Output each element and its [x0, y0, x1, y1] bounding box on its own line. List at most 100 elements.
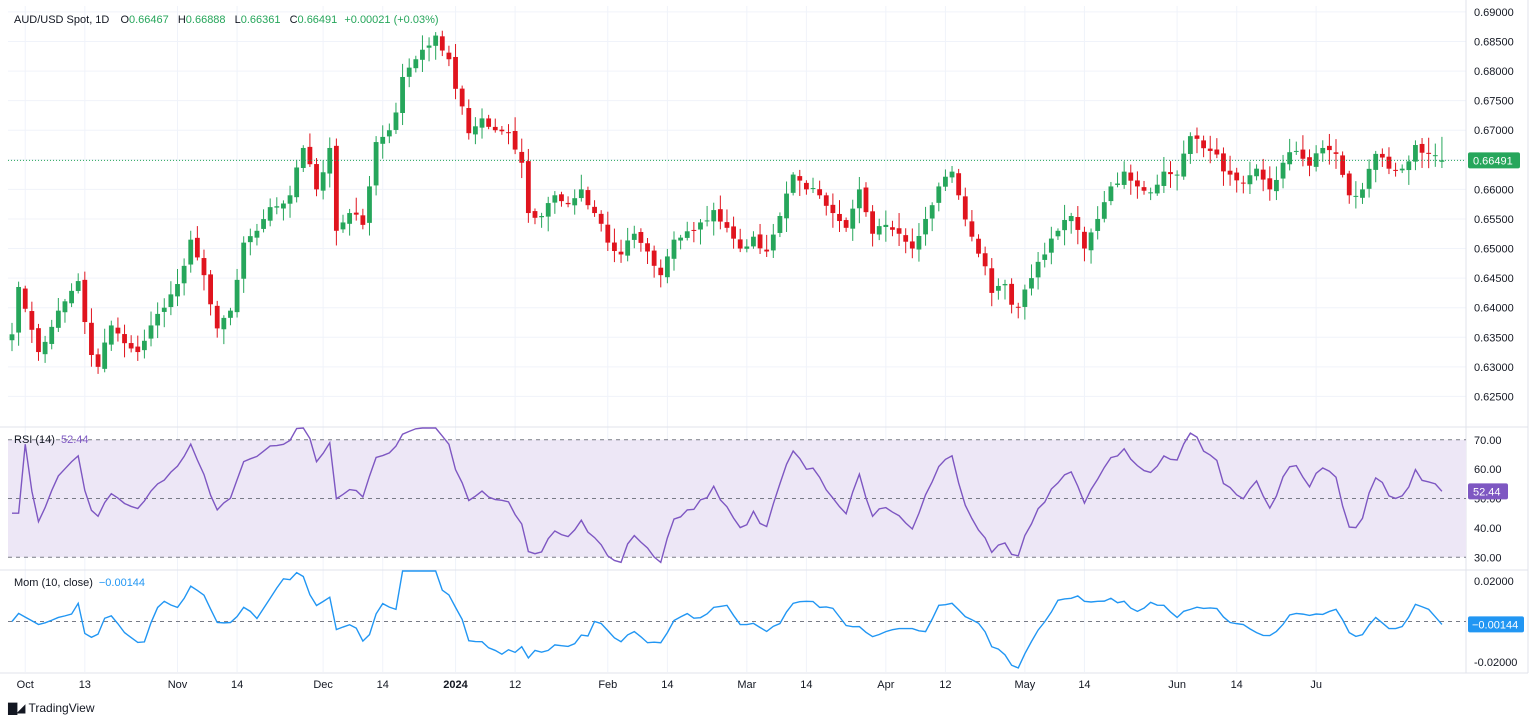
- time-tick-label: Jun: [1168, 679, 1186, 691]
- candle-body: [1029, 278, 1034, 289]
- candle-body: [572, 198, 578, 206]
- candle-body: [1022, 289, 1028, 307]
- candle-body: [1399, 168, 1405, 171]
- candle-body: [1346, 173, 1352, 196]
- candle-body: [16, 286, 22, 333]
- candle-body: [598, 213, 604, 224]
- tradingview-logo-icon: ▇◢: [8, 701, 25, 715]
- candle-body: [903, 235, 909, 242]
- candle-body: [49, 326, 55, 344]
- candle-body: [69, 290, 74, 304]
- candle-body: [539, 216, 544, 218]
- time-axis: Oct 13 Nov 14 Dec 14 2024 12 Feb 14 Mar 14 Apr 12 May 1…: [17, 679, 1322, 691]
- candle-body: [618, 251, 624, 255]
- price-tick-label: 0.68500: [1474, 36, 1514, 48]
- candle-body: [995, 285, 1001, 291]
- candle-body: [420, 49, 425, 60]
- candle-body: [1048, 238, 1054, 253]
- time-tick-label: 13: [79, 679, 91, 691]
- candle-body: [790, 174, 796, 193]
- candle-body: [307, 146, 313, 165]
- candle-body: [896, 228, 902, 234]
- rsi-last-badge: [1468, 483, 1508, 500]
- candle-body: [1373, 153, 1379, 170]
- candle-body: [698, 222, 703, 230]
- candle-body: [671, 239, 677, 259]
- candle-body: [962, 196, 968, 220]
- candle-body: [1287, 152, 1293, 165]
- candle-body: [1432, 155, 1438, 157]
- candle-body: [267, 207, 273, 221]
- candle-body: [373, 142, 379, 186]
- candle-body: [631, 233, 637, 240]
- candle-body: [1247, 175, 1253, 185]
- candle-body: [22, 288, 28, 309]
- time-tick-label: 14: [231, 679, 243, 691]
- time-tick-label: 12: [939, 679, 951, 691]
- candle-body: [439, 36, 445, 51]
- candle-body: [1280, 162, 1286, 179]
- candle-body: [433, 35, 439, 46]
- candle-body: [320, 172, 326, 191]
- candle-body: [969, 221, 975, 237]
- candle-body: [459, 88, 465, 107]
- candle-body: [883, 224, 889, 227]
- candle-body: [1274, 179, 1279, 192]
- candle-body: [492, 126, 498, 131]
- time-tick-label: 14: [1231, 679, 1243, 691]
- candle-body: [228, 310, 233, 318]
- time-tick-label: 14: [1078, 679, 1090, 691]
- time-tick-label: May: [1014, 679, 1035, 691]
- candle-body: [1055, 230, 1061, 237]
- last-price-badge: [1468, 152, 1520, 169]
- candle-body: [95, 354, 101, 367]
- price-tick-label: 0.67000: [1474, 125, 1514, 137]
- candle-body: [353, 212, 359, 215]
- open-value: 0.66467: [129, 14, 169, 26]
- candle-body: [605, 224, 611, 243]
- last-price-label: 0.66491: [1473, 155, 1513, 167]
- candle-body: [473, 126, 478, 135]
- candle-body: [82, 279, 88, 323]
- candle-body: [757, 234, 763, 249]
- candle-body: [261, 219, 266, 229]
- high-label: H: [177, 14, 186, 26]
- candle-body: [347, 213, 353, 224]
- candle-body: [380, 136, 386, 144]
- rsi-value: 52.44: [60, 434, 89, 446]
- candle-body: [916, 235, 922, 250]
- candle-body: [89, 322, 94, 356]
- candle-body: [664, 256, 670, 278]
- candle-body: [1062, 219, 1067, 231]
- time-tick-label: Apr: [877, 679, 894, 691]
- low-label: L: [234, 14, 241, 26]
- candle-body: [128, 343, 134, 349]
- candle-body: [1254, 168, 1259, 177]
- candle-body: [479, 118, 485, 128]
- candle-body: [1194, 135, 1200, 139]
- candle-body: [1240, 182, 1246, 184]
- candle-body: [737, 239, 743, 249]
- price-tick-label: 0.64500: [1474, 273, 1514, 285]
- candle-body: [1386, 156, 1392, 169]
- candle-body: [247, 236, 253, 243]
- candle-body: [638, 232, 644, 243]
- candle-body: [876, 226, 882, 235]
- candle-body: [175, 284, 180, 297]
- candle-body: [486, 118, 492, 127]
- candle-body: [625, 240, 631, 256]
- candle-body: [1320, 147, 1326, 154]
- candle-body: [181, 265, 187, 284]
- candle-body: [949, 171, 955, 178]
- time-tick-label: Mar: [737, 679, 756, 691]
- candle-body: [1207, 148, 1213, 151]
- close-value: 0.66491: [297, 14, 338, 26]
- candle-body: [1221, 153, 1226, 172]
- candle-body: [651, 250, 657, 266]
- tradingview-branding[interactable]: ▇◢ TradingView: [8, 701, 95, 715]
- candle-body: [506, 132, 511, 134]
- candle-body: [234, 279, 240, 313]
- price-tick-label: 0.65500: [1474, 214, 1514, 226]
- candle-body: [1009, 283, 1015, 305]
